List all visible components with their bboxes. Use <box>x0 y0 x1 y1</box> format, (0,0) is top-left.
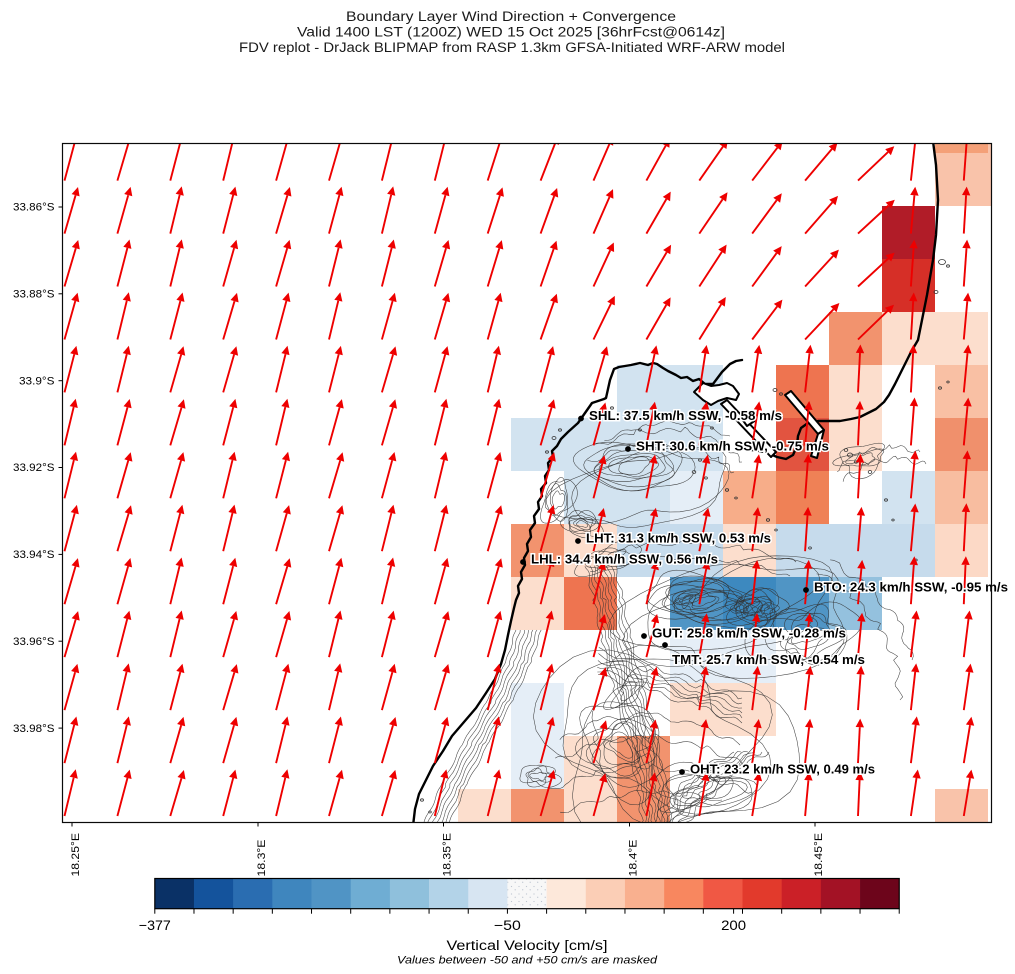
svg-text:Values between -50 and +50 cm/: Values between -50 and +50 cm/s are mask… <box>397 955 658 967</box>
svg-text:SHT: 30.6 km/h SSW, -0.75 m/s: SHT: 30.6 km/h SSW, -0.75 m/s <box>636 439 829 454</box>
svg-text:33.96°S: 33.96°S <box>13 636 55 648</box>
svg-text:18.4°E: 18.4°E <box>627 840 639 877</box>
svg-text:Vertical Velocity [cm/s]: Vertical Velocity [cm/s] <box>447 938 608 954</box>
svg-text:18.45°E: 18.45°E <box>813 833 825 877</box>
svg-text:33.88°S: 33.88°S <box>13 289 55 301</box>
svg-text:Boundary Layer Wind Direction: Boundary Layer Wind Direction + Converge… <box>346 9 676 24</box>
svg-text:33.98°S: 33.98°S <box>13 723 55 735</box>
svg-text:BTO: 24.3 km/h SSW, -0.95 m/s: BTO: 24.3 km/h SSW, -0.95 m/s <box>814 580 1008 595</box>
svg-text:18.3°E: 18.3°E <box>256 840 268 877</box>
svg-text:18.35°E: 18.35°E <box>441 833 453 877</box>
svg-text:18.25°E: 18.25°E <box>70 833 82 877</box>
svg-text:−377: −377 <box>139 917 171 933</box>
svg-text:OHT: 23.2 km/h SSW, 0.49 m/s: OHT: 23.2 km/h SSW, 0.49 m/s <box>690 762 875 777</box>
svg-text:33.9°S: 33.9°S <box>19 375 55 387</box>
svg-text:SHL: 37.5 km/h SSW, -0.58 m/s: SHL: 37.5 km/h SSW, -0.58 m/s <box>589 408 782 423</box>
svg-text:33.86°S: 33.86°S <box>13 202 55 214</box>
svg-text:33.92°S: 33.92°S <box>13 462 55 474</box>
svg-text:−50: −50 <box>494 917 521 933</box>
svg-text:Valid 1400 LST (1200Z) WED 15: Valid 1400 LST (1200Z) WED 15 Oct 2025 [… <box>297 25 725 40</box>
svg-text:TMT: 25.7 km/h SSW, -0.54 m/s: TMT: 25.7 km/h SSW, -0.54 m/s <box>672 652 865 667</box>
svg-text:LHL: 34.4 km/h SSW, 0.56 m/s: LHL: 34.4 km/h SSW, 0.56 m/s <box>531 552 718 567</box>
svg-text:33.94°S: 33.94°S <box>13 549 55 561</box>
svg-text:GUT: 25.8 km/h SSW, -0.28 m/s: GUT: 25.8 km/h SSW, -0.28 m/s <box>652 626 846 641</box>
svg-text:FDV replot - DrJack BLIPMAP fr: FDV replot - DrJack BLIPMAP from RASP 1.… <box>239 40 785 55</box>
svg-text:LHT: 31.3 km/h SSW, 0.53 m/s: LHT: 31.3 km/h SSW, 0.53 m/s <box>586 531 771 546</box>
svg-text:200: 200 <box>721 917 746 933</box>
